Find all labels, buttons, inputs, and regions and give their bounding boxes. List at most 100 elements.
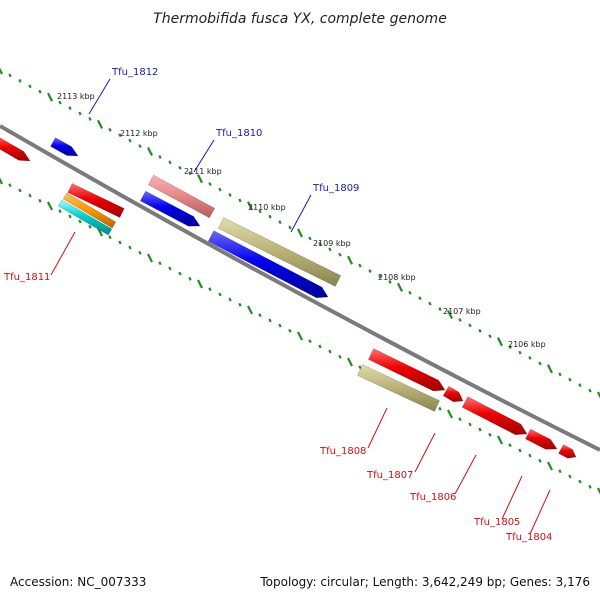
outer-ruler-tick: [218, 187, 222, 192]
outer-ruler-tick: [488, 334, 492, 339]
outer-ruler-tick: [258, 209, 262, 214]
outer-ruler-tick: [338, 252, 342, 257]
outer-ruler-tick: [78, 111, 82, 116]
inner-ruler-tick: [346, 357, 354, 367]
gene-arrow-tfu-1809: [217, 217, 342, 287]
outer-ruler-tick: [428, 301, 432, 306]
forward-leader-line: [193, 139, 215, 173]
inner-ruler-tick: [568, 474, 572, 479]
outer-ruler-tick: [458, 318, 462, 322]
inner-ruler-tick: [246, 305, 254, 315]
outer-ruler-tick: [588, 388, 592, 393]
map-title: Thermobifida fusca YX, complete genome: [153, 11, 447, 27]
inner-ruler-tick: [496, 435, 504, 445]
outer-ruler-tick: [346, 255, 354, 265]
outer-ruler-tick: [208, 182, 212, 187]
outer-ruler-tick: [496, 337, 504, 347]
gene-arrow-tfu-1810: [147, 174, 216, 219]
outer-ruler-tick: [438, 307, 442, 311]
inner-ruler-tick: [28, 193, 32, 198]
inner-ruler-tick: [268, 318, 272, 323]
inner-ruler-tick: [488, 432, 492, 437]
gene-arrow-tfu-1812: [50, 137, 79, 157]
outer-ruler-tick: [158, 155, 162, 159]
outer-ruler-tick: [238, 198, 242, 203]
ruler-label: 2109 kbp: [313, 239, 351, 248]
outer-ruler-tick: [558, 372, 562, 377]
reverse-leader-line: [529, 489, 551, 535]
gene-label-tfu-1806[interactable]: Tfu_1806: [409, 492, 456, 503]
inner-ruler-tick: [258, 313, 262, 318]
gene-label-tfu-1812[interactable]: Tfu_1812: [111, 67, 158, 78]
inner-ruler-tick: [38, 198, 42, 203]
gene-features: [0, 137, 577, 459]
gene-label-tfu-1810[interactable]: Tfu_1810: [215, 128, 262, 139]
outer-ruler-tick: [228, 193, 232, 197]
ruler-labels: 2113 kbp 2112 kbp 2111 kbp 2110 kbp 2109 kbp…: [57, 92, 546, 349]
inner-ruler-tick: [18, 188, 22, 193]
outer-ruler-tick: [146, 146, 154, 157]
outer-ruler-tick: [318, 241, 322, 246]
outer-ruler-tick: [278, 220, 282, 225]
outer-ruler-tick: [96, 119, 104, 129]
gene-arrow-blue-1810-region: [139, 190, 201, 227]
outer-ruler-tick: [328, 247, 332, 252]
inner-ruler-tick: [596, 487, 600, 495]
ruler-label: 2107 kbp: [443, 307, 481, 316]
gene-label-tfu-1811[interactable]: Tfu_1811: [3, 272, 50, 283]
outer-ruler-tick: [388, 279, 392, 284]
ruler-label: 2111 kbp: [184, 167, 222, 176]
gene-arrow-cyan: [57, 199, 113, 236]
gene-arrow-tfu-1804: [558, 444, 577, 459]
gene-arrow-orange: [62, 192, 117, 229]
inner-ruler-tick: [188, 276, 192, 281]
inner-ruler-tick: [178, 271, 182, 276]
inner-ruler-tick: [278, 323, 282, 328]
inner-ruler-tick: [138, 250, 142, 255]
gene-label-tfu-1809[interactable]: Tfu_1809: [312, 183, 359, 194]
outer-ruler-tick: [368, 269, 372, 273]
outer-ruler-tick: [308, 236, 312, 241]
inner-ruler-tick: [468, 422, 472, 427]
outer-ruler-tick: [108, 127, 112, 132]
gene-label-tfu-1808[interactable]: Tfu_1808: [319, 446, 366, 457]
inner-ruler-tick: [8, 183, 12, 188]
inner-ruler-tick: [296, 331, 304, 341]
outer-ruler-tick: [68, 106, 72, 110]
outer-ruler-tick: [18, 78, 22, 83]
outer-ruler-tick: [396, 282, 404, 292]
gene-label-tfu-1807[interactable]: Tfu_1807: [366, 470, 413, 481]
gene-arrow-tfu-1807: [357, 364, 440, 412]
outer-ruler-tick: [528, 356, 532, 360]
inner-ruler-tick: [438, 406, 442, 411]
outer-ruler-tick: [358, 263, 362, 268]
inner-ruler-tick: [446, 409, 454, 419]
inner-ruler-tick: [358, 365, 362, 370]
inner-ruler-tick: [58, 209, 62, 214]
outer-ruler-tick: [0, 67, 4, 75]
inner-ruler-tick: [588, 484, 592, 489]
outer-ruler-tick: [518, 350, 522, 355]
gene-labels: Tfu_1812 Tfu_1810 Tfu_1809 Tfu_1811 Tfu_1808…: [3, 67, 552, 543]
gene-arrow-red-left-edge: [0, 137, 31, 162]
outer-ruler-tick: [28, 84, 32, 89]
outer-ruler-tick: [246, 201, 254, 211]
outer-ruler-tick: [568, 377, 572, 382]
genome-backbone: [0, 124, 600, 452]
gene-arrow-red-1811-region: [67, 183, 125, 218]
outer-ruler-tick: [408, 290, 412, 295]
gene-label-tfu-1804[interactable]: Tfu_1804: [505, 532, 552, 543]
inner-ruler-tick: [478, 427, 482, 432]
outer-ruler-tick: [508, 345, 512, 350]
reverse-leader-line: [414, 432, 436, 473]
reverse-leader-line: [367, 407, 388, 449]
accession-text: Accession: NC_007333: [10, 575, 146, 589]
outer-ruler-tick: [168, 160, 172, 165]
outer-ruler-tick: [546, 364, 554, 374]
ruler-label: 2110 kbp: [248, 203, 286, 212]
inner-ruler-tick: [518, 448, 522, 453]
outer-ruler-tick: [478, 328, 482, 333]
gene-label-tfu-1805[interactable]: Tfu_1805: [473, 517, 520, 528]
